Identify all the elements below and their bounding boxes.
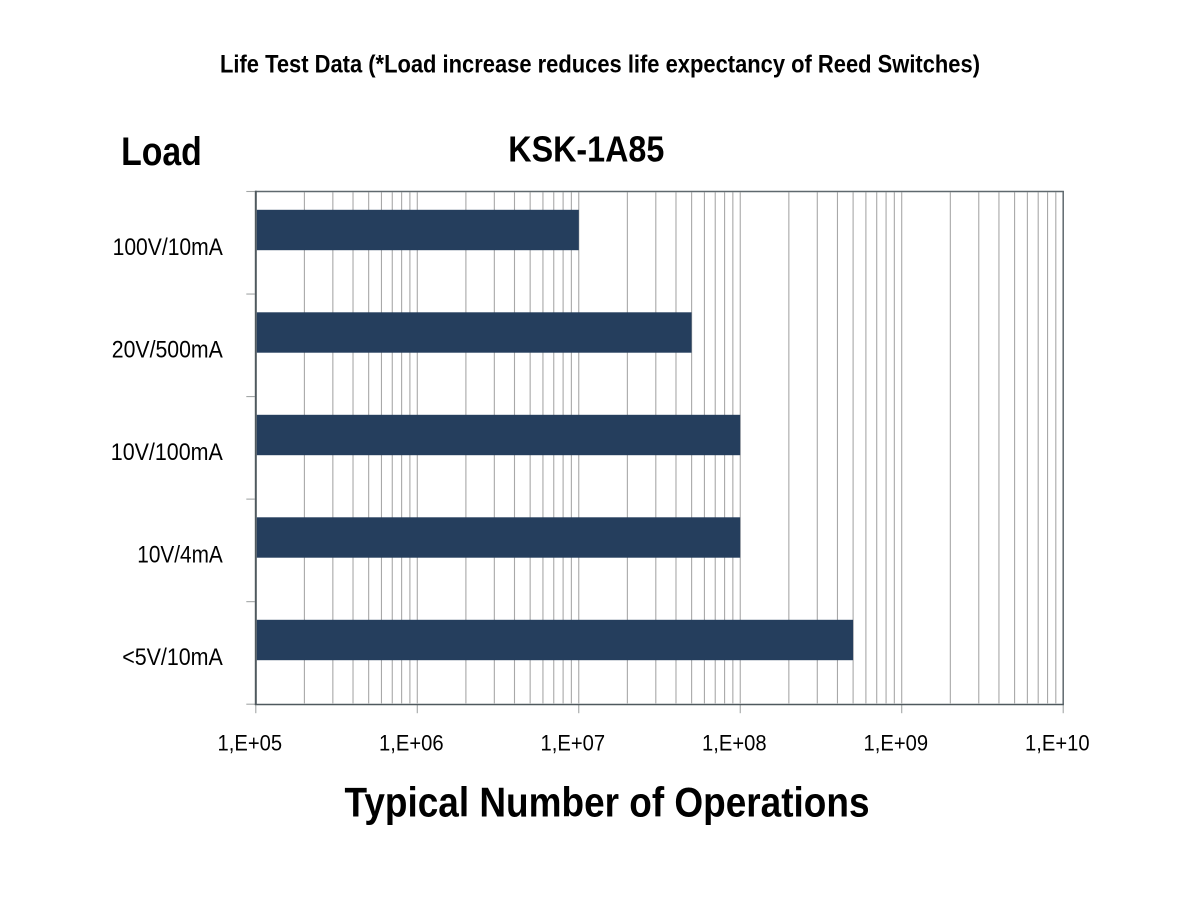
svg-text:100V/10mA: 100V/10mA: [113, 234, 223, 261]
svg-text:1,E+09: 1,E+09: [864, 730, 929, 755]
svg-text:1,E+10: 1,E+10: [1025, 730, 1090, 755]
svg-text:KSK-1A85: KSK-1A85: [508, 129, 664, 170]
svg-text:Load: Load: [121, 130, 202, 174]
svg-text:1,E+08: 1,E+08: [702, 730, 767, 755]
svg-text:1,E+07: 1,E+07: [541, 730, 606, 755]
svg-text:Life Test Data (*Load increase: Life Test Data (*Load increase reduces l…: [220, 51, 980, 79]
svg-text:1,E+05: 1,E+05: [218, 730, 283, 755]
svg-text:20V/500mA: 20V/500mA: [112, 337, 223, 364]
svg-text:10V/100mA: 10V/100mA: [111, 439, 223, 466]
svg-text:<5V/10mA: <5V/10mA: [122, 644, 223, 671]
svg-text:Typical Number of Operations: Typical Number of Operations: [345, 778, 870, 825]
svg-text:1,E+06: 1,E+06: [379, 730, 444, 755]
svg-text:10V/4mA: 10V/4mA: [137, 541, 223, 568]
